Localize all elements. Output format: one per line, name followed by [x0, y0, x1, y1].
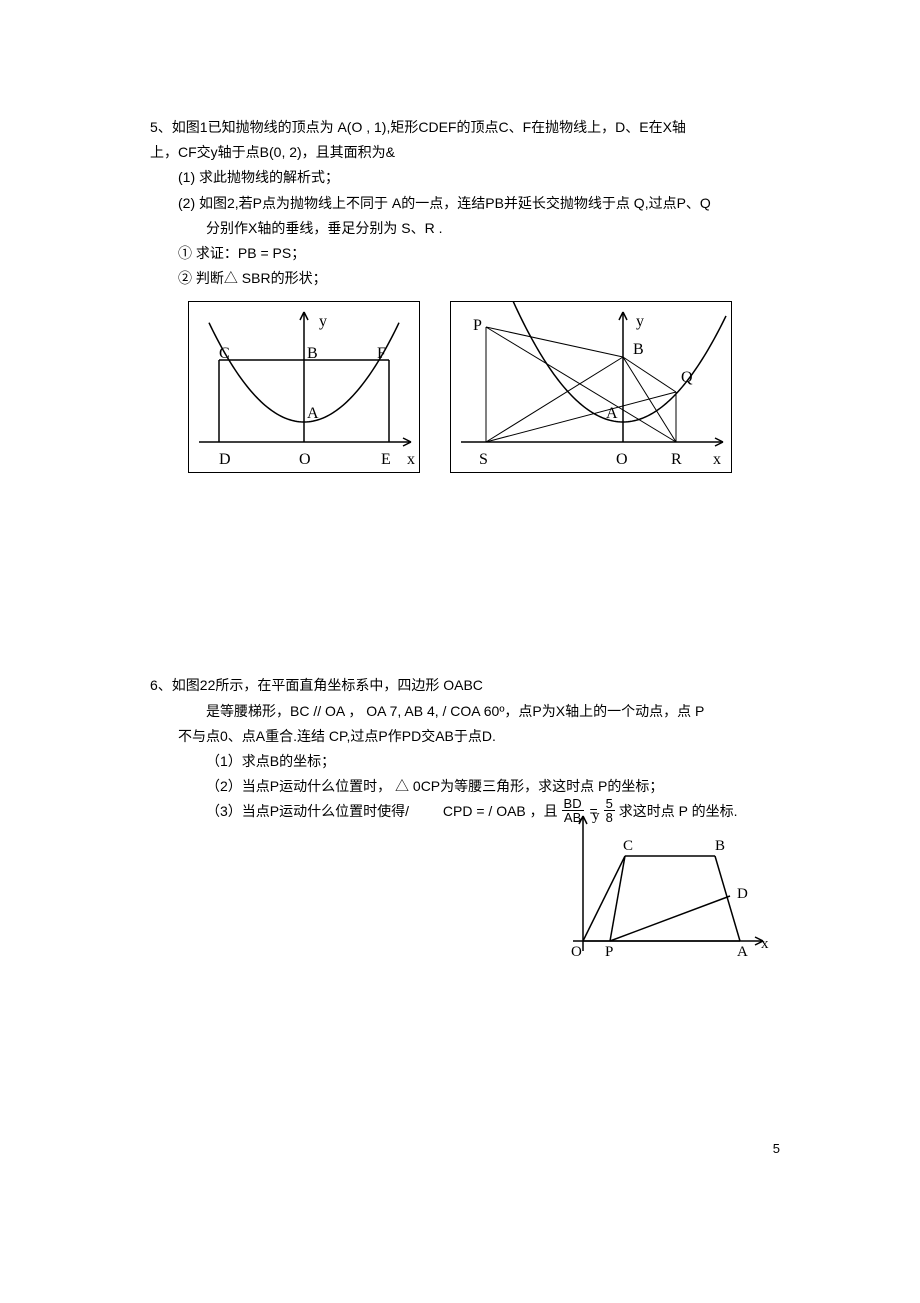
- p6-part2: （2）当点P运动什么位置时， △ 0CP为等腰三角形，求这时点 P的坐标；: [150, 774, 770, 799]
- svg-text:A: A: [307, 405, 319, 422]
- svg-text:x: x: [407, 451, 415, 468]
- p6-intro-line3: 不与点0、点A重合.连结 CP,过点P作PD交AB于点D.: [150, 724, 770, 749]
- p6-part3-pre: （3）当点P运动什么位置时使得/: [206, 803, 409, 819]
- p6-intro-line2: 是等腰梯形，BC // OA ， OA 7, AB 4, / COA 60º，点…: [150, 699, 770, 724]
- svg-text:x: x: [713, 451, 721, 468]
- svg-text:C: C: [219, 345, 230, 362]
- svg-text:E: E: [381, 451, 391, 468]
- p5-part1: (1) 求此抛物线的解析式；: [150, 165, 770, 190]
- p5-intro-line2: 上，CF交y轴于点B(0, 2)，且其面积为&: [150, 140, 770, 165]
- p6-part3-post: 求这时点 P 的坐标.: [619, 803, 738, 819]
- p6-figure: yCBDOPAx: [555, 806, 770, 971]
- p5-intro-line1: 5、如图1已知抛物线的顶点为 A(O , 1),矩形CDEF的顶点C、F在抛物线…: [150, 115, 770, 140]
- svg-text:A: A: [606, 405, 618, 422]
- problem-6: 6、如图22所示，在平面直角坐标系中，四边形 OABC 是等腰梯形，BC // …: [150, 673, 770, 971]
- svg-text:B: B: [715, 838, 725, 854]
- p5-part2-line2: 分别作X轴的垂线，垂足分别为 S、R .: [150, 216, 770, 241]
- svg-text:F: F: [377, 345, 386, 362]
- p6-part3-at: ，且: [530, 803, 558, 819]
- svg-text:B: B: [307, 345, 318, 362]
- p5-figure-2: PyB Q A S O Rx: [450, 301, 732, 473]
- svg-text:D: D: [219, 451, 231, 468]
- p5-figures-row: yBFCADOEx PyBQASORx: [150, 301, 770, 473]
- p6-part1: （1）求点B的坐标；: [150, 749, 770, 774]
- svg-text:O: O: [616, 451, 628, 468]
- p6-part3-eq: =: [588, 803, 600, 819]
- p5-figure-1: yB F C A D O Ex: [188, 301, 420, 473]
- p6-part3-mid: CPD = / OAB: [413, 803, 526, 819]
- svg-text:R: R: [671, 451, 682, 468]
- svg-text:P: P: [473, 317, 482, 334]
- p5-part2-line1: (2) 如图2,若P点为抛物线上不同于 A的一点，连结PB并延长交抛物线于点 Q…: [150, 191, 770, 216]
- p6-frac-5-8: 5 8: [604, 797, 615, 824]
- page-number: 5: [773, 1137, 780, 1160]
- svg-text:O: O: [571, 944, 582, 960]
- p5-sub1: ① 求证：PB = PS；: [150, 241, 770, 266]
- svg-text:P: P: [605, 944, 613, 960]
- svg-text:x: x: [761, 936, 769, 952]
- svg-text:y: y: [319, 313, 327, 330]
- svg-text:C: C: [623, 838, 633, 854]
- svg-text:S: S: [479, 451, 488, 468]
- svg-text:D: D: [737, 886, 748, 902]
- problem-5: 5、如图1已知抛物线的顶点为 A(O , 1),矩形CDEF的顶点C、F在抛物线…: [150, 115, 770, 473]
- p6-part3: （3）当点P运动什么位置时使得/ CPD = / OAB ，且 BD AB yC…: [150, 799, 770, 826]
- p6-frac-bd-ab: BD AB: [562, 797, 584, 824]
- svg-text:y: y: [636, 313, 644, 330]
- p6-intro-line1: 6、如图22所示，在平面直角坐标系中，四边形 OABC: [150, 673, 770, 698]
- p5-sub2: ② 判断△ SBR的形状；: [150, 266, 770, 291]
- svg-text:A: A: [737, 944, 748, 960]
- svg-text:Q: Q: [681, 369, 693, 386]
- svg-text:B: B: [633, 341, 644, 358]
- svg-text:O: O: [299, 451, 311, 468]
